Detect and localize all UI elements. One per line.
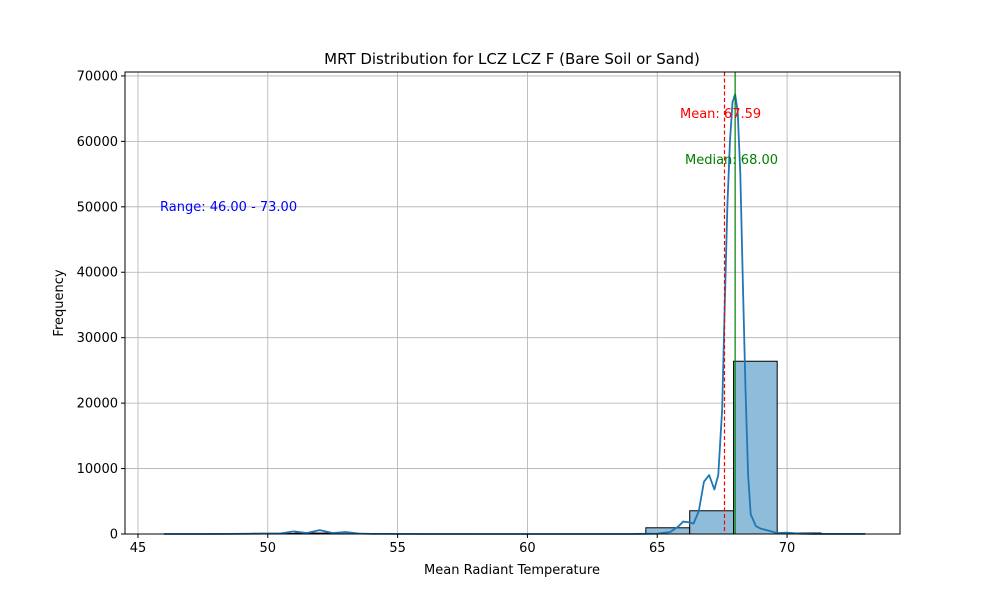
y-tick-label: 10000 [77, 462, 118, 477]
histogram-bar [690, 511, 734, 534]
x-tick-label: 50 [260, 541, 277, 556]
range-label: Range: 46.00 - 73.00 [160, 200, 297, 215]
x-tick-label: 55 [389, 541, 406, 556]
chart-title: MRT Distribution for LCZ LCZ F (Bare Soi… [324, 50, 700, 68]
y-tick-label: 20000 [77, 397, 118, 412]
x-axis-label: Mean Radiant Temperature [424, 563, 600, 578]
x-tick-label: 65 [649, 541, 666, 556]
x-tick-label: 45 [130, 541, 147, 556]
histogram-bar [734, 361, 778, 534]
y-tick-label: 40000 [77, 266, 118, 281]
y-axis-label: Frequency [52, 269, 67, 336]
y-tick-label: 30000 [77, 331, 118, 346]
mean-label: Mean: 67.59 [680, 107, 761, 122]
y-tick-label: 60000 [77, 135, 118, 150]
x-tick-label: 60 [519, 541, 536, 556]
median-label: Median: 68.00 [685, 153, 778, 168]
y-tick-label: 50000 [77, 200, 118, 215]
y-tick-label: 0 [110, 528, 118, 543]
y-tick-label: 70000 [77, 69, 118, 84]
x-tick-label: 70 [779, 541, 796, 556]
